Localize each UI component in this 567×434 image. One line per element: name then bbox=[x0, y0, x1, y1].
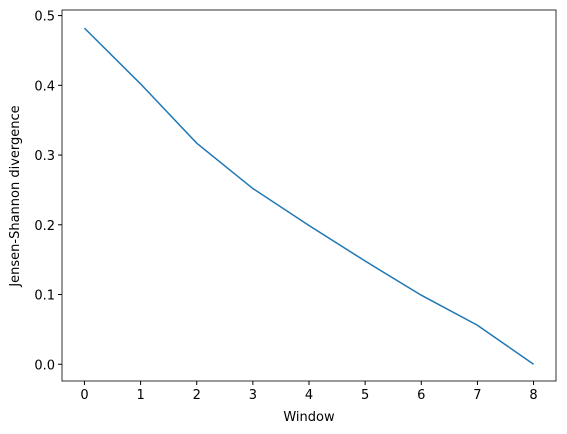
x-tick-label: 4 bbox=[305, 388, 313, 403]
x-tick-label: 8 bbox=[529, 388, 537, 403]
plot-frame bbox=[61, 9, 557, 382]
y-tick-label: 0.2 bbox=[34, 219, 55, 234]
x-tick-label: 2 bbox=[193, 388, 201, 403]
y-tick-label: 0.5 bbox=[34, 10, 55, 25]
y-axis-label: Jensen-Shannon divergence bbox=[8, 105, 23, 287]
x-tick-label: 1 bbox=[136, 388, 144, 403]
x-tick-label: 7 bbox=[473, 388, 481, 403]
x-tick-label: 0 bbox=[80, 388, 88, 403]
x-tick-label: 5 bbox=[361, 388, 369, 403]
x-tick-label: 6 bbox=[417, 388, 425, 403]
x-axis-label: Window bbox=[283, 410, 335, 425]
x-tick-label: 3 bbox=[249, 388, 257, 403]
y-tick-label: 0.4 bbox=[34, 79, 55, 94]
y-tick-label: 0.3 bbox=[34, 149, 55, 164]
y-tick-label: 0.0 bbox=[34, 358, 55, 373]
y-tick-label: 0.1 bbox=[34, 289, 55, 304]
line bbox=[83, 27, 534, 365]
